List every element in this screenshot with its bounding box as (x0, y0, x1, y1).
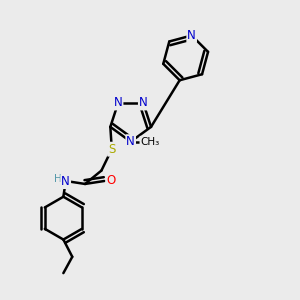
Text: N: N (61, 175, 70, 188)
Text: N: N (187, 29, 196, 42)
Text: N: N (114, 97, 122, 110)
Text: S: S (108, 143, 116, 156)
Text: CH₃: CH₃ (140, 137, 160, 147)
Text: H: H (54, 174, 62, 184)
Text: N: N (126, 135, 135, 148)
Text: O: O (106, 175, 116, 188)
Text: N: N (139, 97, 148, 110)
